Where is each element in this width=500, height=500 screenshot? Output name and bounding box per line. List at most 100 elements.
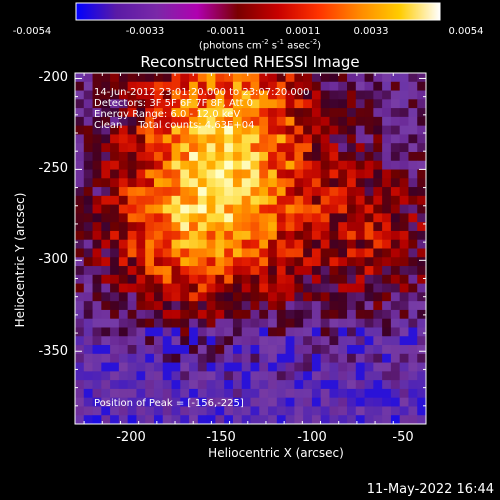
heatmap-cell — [92, 318, 102, 328]
heatmap-cell — [276, 371, 287, 381]
heatmap-cell — [162, 73, 172, 83]
heatmap-cell — [320, 397, 330, 407]
heatmap-cell — [153, 353, 164, 363]
heatmap-cell — [189, 388, 199, 399]
heatmap-cell — [232, 99, 243, 109]
heatmap-cell — [75, 362, 85, 372]
heatmap-cell — [268, 248, 278, 258]
heatmap-cell — [215, 336, 225, 346]
heatmap-cell — [153, 327, 164, 337]
heatmap-cell — [136, 380, 146, 390]
heatmap-cell — [118, 213, 129, 223]
heatmap-cell — [268, 108, 278, 118]
heatmap-cell — [373, 406, 383, 416]
heatmap-cell — [303, 406, 313, 416]
heatmap-cell — [189, 336, 199, 346]
heatmap-cell — [399, 99, 409, 109]
heatmap-cell — [197, 301, 208, 311]
heatmap-cell — [294, 388, 304, 399]
heatmap-cell — [364, 353, 374, 363]
heatmap-cell — [171, 274, 181, 285]
heatmap-cell — [171, 213, 181, 223]
heatmap-cell — [373, 301, 383, 311]
heatmap-cell — [215, 309, 225, 320]
heatmap-cell — [390, 327, 401, 337]
heatmap-cell — [268, 195, 278, 206]
heatmap-cell — [347, 90, 357, 100]
heatmap-cell — [259, 257, 269, 267]
heatmap-cell — [110, 143, 120, 153]
heatmap-cell — [285, 90, 295, 100]
heatmap-cell — [268, 362, 278, 372]
heatmap-cell — [162, 230, 172, 241]
heatmap-cell — [399, 116, 409, 127]
heatmap-cell — [92, 406, 102, 416]
heatmap-cell — [285, 178, 295, 188]
plot-title: Reconstructed RHESSI Image — [140, 53, 360, 71]
heatmap-cell — [250, 380, 260, 390]
heatmap-cell — [224, 353, 234, 363]
heatmap-cell — [92, 415, 102, 425]
heatmap-cell — [276, 336, 287, 346]
heatmap-cell — [127, 81, 137, 91]
heatmap-cell — [329, 178, 339, 188]
heatmap-cell — [408, 230, 418, 241]
axis-ticks — [75, 73, 426, 425]
heatmap-cell — [232, 151, 243, 162]
heatmap-cell — [303, 222, 313, 232]
heatmap-cell — [329, 301, 339, 311]
heatmap-cell — [127, 134, 137, 144]
heatmap-cell — [224, 125, 234, 135]
heatmap-cell — [232, 397, 243, 407]
heatmap-cell — [92, 309, 102, 320]
heatmap-cell — [118, 283, 129, 293]
heatmap-cell — [285, 362, 295, 372]
heatmap-cell — [347, 309, 357, 320]
heatmap-cell — [364, 248, 374, 258]
heatmap-cell — [206, 309, 216, 320]
heatmap-cell — [311, 257, 322, 267]
heatmap-cell — [162, 353, 172, 363]
heatmap-cell — [268, 230, 278, 241]
heatmap-cell — [118, 73, 129, 83]
heatmap-cell — [417, 283, 427, 293]
heatmap-cell — [101, 274, 111, 285]
heatmap-cell — [382, 195, 392, 206]
heatmap-cell — [338, 160, 348, 170]
heatmap-cell — [241, 336, 251, 346]
heatmap-cell — [118, 248, 129, 258]
heatmap-cell — [189, 187, 199, 197]
heatmap-cell — [127, 362, 137, 372]
heatmap-cell — [399, 397, 409, 407]
heatmap-cell — [347, 134, 357, 144]
heatmap-cell — [364, 213, 374, 223]
heatmap-cell — [162, 257, 172, 267]
heatmap-cell — [303, 388, 313, 399]
heatmap-cell — [364, 397, 374, 407]
heatmap-cell — [171, 257, 181, 267]
heatmap-cell — [171, 73, 181, 83]
heatmap-cell — [408, 318, 418, 328]
heatmap-cell — [276, 143, 287, 153]
heatmap-cell — [373, 187, 383, 197]
heatmap-cell — [364, 371, 374, 381]
heatmap-cell — [303, 301, 313, 311]
heatmap-cell — [347, 143, 357, 153]
heatmap-cell — [232, 266, 243, 276]
heatmap-cell — [110, 388, 120, 399]
heatmap-cell — [311, 336, 322, 346]
heatmap-cell — [75, 160, 85, 170]
heatmap-cell — [206, 143, 216, 153]
heatmap-cell — [171, 230, 181, 241]
heatmap-cell — [224, 239, 234, 249]
heatmap-cell — [153, 116, 164, 127]
heatmap-cell — [320, 380, 330, 390]
heatmap-cell — [268, 283, 278, 293]
heatmap-cell — [162, 90, 172, 100]
heatmap-cell — [118, 222, 129, 232]
heatmap-cell — [241, 239, 251, 249]
heatmap-cell — [232, 213, 243, 223]
heatmap-cell — [171, 248, 181, 258]
heatmap-cell — [136, 266, 146, 276]
heatmap-cell — [373, 90, 383, 100]
